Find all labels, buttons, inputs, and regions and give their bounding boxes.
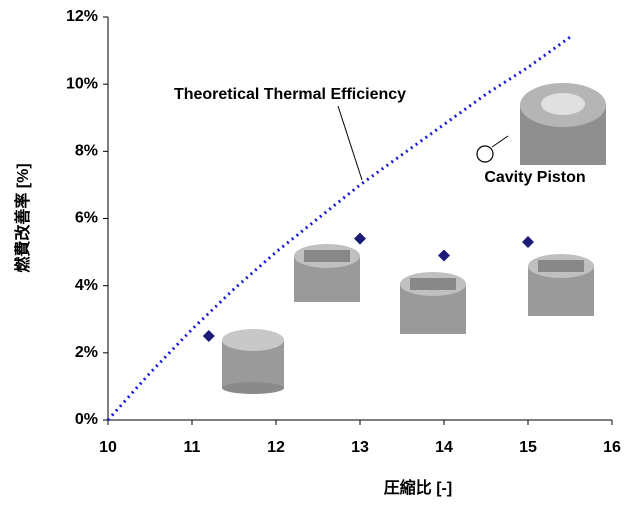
x-tick-label: 15 — [519, 439, 537, 456]
y-axis-label: 燃費改善率 [%] — [13, 163, 32, 272]
y-tick-label: 2% — [75, 344, 98, 361]
point — [354, 233, 366, 245]
y-tick-label: 6% — [75, 210, 98, 227]
y-tick-label: 12% — [66, 8, 98, 25]
x-tick-label: 10 — [99, 439, 117, 456]
annotation: Theoretical Thermal Efficiency — [174, 86, 406, 103]
y-tick-label: 10% — [66, 75, 98, 92]
x-tick-label: 14 — [435, 439, 453, 456]
marker-circle — [477, 146, 493, 162]
piston — [400, 272, 466, 334]
x-tick-label: 16 — [603, 439, 621, 456]
point — [438, 249, 450, 261]
chart: Theoretical Thermal Efficiency Cavity Pi… — [0, 0, 638, 503]
point — [203, 330, 215, 342]
piston — [222, 329, 284, 394]
leader-line — [338, 106, 362, 180]
y-tick-label: 0% — [75, 411, 98, 428]
x-axis-label: 圧縮比 [-] — [384, 478, 452, 497]
y-tick-label: 4% — [75, 277, 98, 294]
x-tick-label: 12 — [267, 439, 285, 456]
piston-cavity — [520, 83, 606, 165]
piston-illustrations — [222, 83, 606, 394]
piston — [294, 244, 360, 302]
point — [522, 236, 534, 248]
arrow-line — [492, 136, 508, 147]
x-tick-label: 13 — [351, 439, 369, 456]
annotation: Cavity Piston — [484, 169, 585, 186]
x-tick-label: 11 — [184, 439, 201, 456]
y-tick-label: 8% — [75, 143, 98, 160]
piston — [528, 254, 594, 316]
